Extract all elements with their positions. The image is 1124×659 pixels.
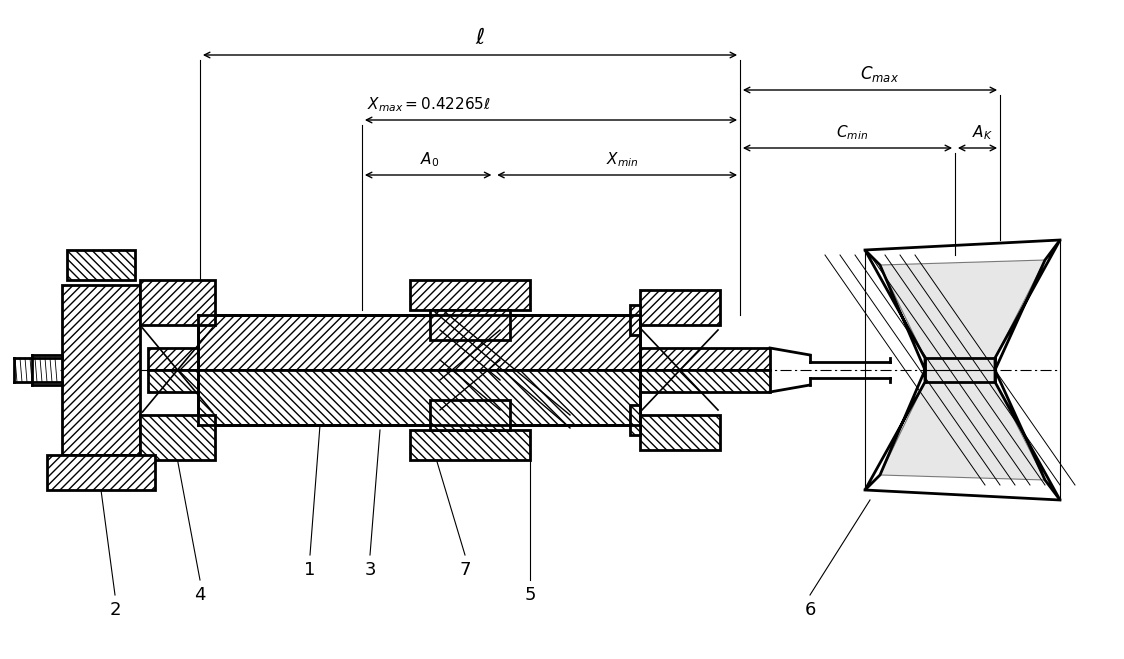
Text: $X_{min}$: $X_{min}$ bbox=[606, 150, 638, 169]
Bar bbox=[198, 370, 640, 425]
Text: 7: 7 bbox=[460, 561, 471, 579]
Text: 2: 2 bbox=[109, 601, 120, 619]
Polygon shape bbox=[865, 250, 925, 490]
Polygon shape bbox=[995, 240, 1060, 500]
Bar bbox=[198, 315, 640, 370]
Text: $C_{max}$: $C_{max}$ bbox=[861, 64, 899, 84]
Bar bbox=[640, 415, 720, 450]
Text: $A_0$: $A_0$ bbox=[420, 150, 439, 169]
Text: $A_K$: $A_K$ bbox=[972, 123, 992, 142]
Text: 1: 1 bbox=[305, 561, 316, 579]
Bar bbox=[148, 370, 770, 392]
Bar bbox=[67, 250, 135, 280]
Bar bbox=[430, 400, 510, 430]
Bar bbox=[62, 285, 140, 455]
Bar bbox=[410, 430, 531, 460]
Text: $X_{max}=0.42265\ell$: $X_{max}=0.42265\ell$ bbox=[368, 96, 491, 114]
Bar bbox=[148, 348, 770, 370]
Text: 4: 4 bbox=[194, 586, 206, 604]
Bar bbox=[430, 310, 510, 340]
Text: 3: 3 bbox=[364, 561, 375, 579]
Bar bbox=[140, 280, 215, 325]
Text: 5: 5 bbox=[524, 586, 536, 604]
Polygon shape bbox=[880, 260, 1045, 480]
Bar bbox=[640, 290, 720, 325]
Bar bbox=[629, 305, 640, 335]
Text: 6: 6 bbox=[805, 601, 816, 619]
Text: $\ell$: $\ell$ bbox=[475, 27, 486, 49]
Bar bbox=[629, 405, 640, 435]
Bar bbox=[47, 455, 155, 490]
Bar bbox=[140, 415, 215, 460]
Text: $C_{min}$: $C_{min}$ bbox=[836, 123, 869, 142]
Bar bbox=[410, 280, 531, 310]
